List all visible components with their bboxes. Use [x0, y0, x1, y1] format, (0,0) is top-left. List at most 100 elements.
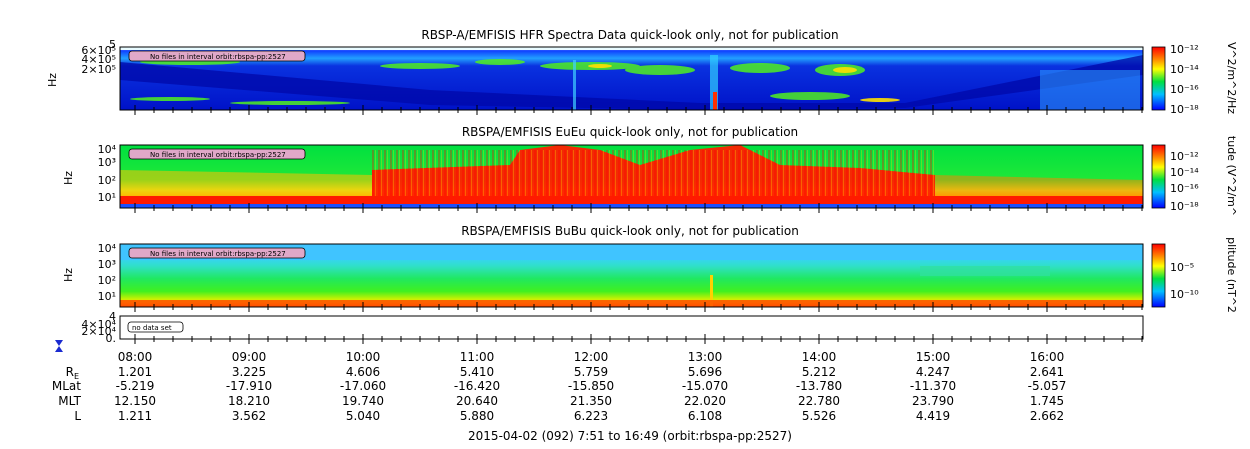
mlat-7: -11.370	[910, 379, 956, 393]
colorbar-panel-1: 10⁻¹² 10⁻¹⁴ 10⁻¹⁶ 10⁻¹⁸ V^2/m^2/Hz	[1151, 42, 1238, 116]
time-axis-ticks	[134, 105, 1143, 344]
panel-3-title: RBSPA/EMFISIS BuBu quick-look only, not …	[461, 224, 799, 238]
re-0: 1.201	[118, 365, 152, 379]
mlt-8: 1.745	[1030, 394, 1064, 408]
mlat-0: -5.219	[116, 379, 155, 393]
p2-ytick-2: 10²	[98, 174, 116, 187]
mlt-7: 23.790	[912, 394, 954, 408]
re-4: 5.759	[574, 365, 608, 379]
re-1: 3.225	[232, 365, 266, 379]
p4-ytick-2: 2×10⁴	[81, 325, 116, 338]
time-marker-icon[interactable]	[55, 340, 63, 352]
panel-1-ylabel: Hz	[46, 73, 59, 87]
time-label-7: 15:00	[916, 350, 951, 364]
time-label-4: 12:00	[574, 350, 609, 364]
notice-panel-4: no data set	[127, 321, 184, 333]
cbar3-tick-1: 10⁻¹⁰	[1170, 288, 1199, 301]
cbar1-tick-2: 10⁻¹⁶	[1170, 83, 1199, 96]
colorbar-panel-2: 10⁻¹² 10⁻¹⁴ 10⁻¹⁶ 10⁻¹⁸ tude (V^2/m^	[1151, 136, 1238, 216]
time-label-2: 10:00	[346, 350, 381, 364]
time-label-0: 08:00	[118, 350, 153, 364]
cbar1-label: V^2/m^2/Hz	[1225, 42, 1238, 114]
time-label-5: 13:00	[688, 350, 723, 364]
p2-ytick-0: 10⁴	[98, 143, 117, 156]
panel-1-title: RBSP-A/EMFISIS HFR Spectra Data quick-lo…	[421, 28, 838, 42]
p1-ytick-0: 5	[109, 38, 116, 51]
re-8: 2.641	[1030, 365, 1064, 379]
l-8: 2.662	[1030, 409, 1064, 423]
mlat-4: -15.850	[568, 379, 614, 393]
cbar3-label: plitude (nT^2	[1225, 237, 1238, 313]
mlt-6: 22.780	[798, 394, 840, 408]
l-1: 3.562	[232, 409, 266, 423]
mlt-3: 20.640	[456, 394, 498, 408]
panel-2-ylabel: Hz	[62, 171, 75, 185]
l-5: 6.108	[688, 409, 722, 423]
mlat-1: -17.910	[226, 379, 272, 393]
cbar1-tick-0: 10⁻¹²	[1170, 43, 1199, 56]
ephemeris-table: RE MLat MLT L 1.201 3.225 4.606 5.410 5.…	[52, 365, 1066, 423]
p1-ytick-1: 6×10⁵	[81, 44, 116, 57]
l-6: 5.526	[802, 409, 836, 423]
re-3: 5.410	[460, 365, 494, 379]
cbar3-tick-0: 10⁻⁵	[1170, 261, 1194, 274]
cbar1-tick-3: 10⁻¹⁸	[1170, 103, 1199, 116]
mlat-8: -5.057	[1028, 379, 1067, 393]
l-7: 4.419	[916, 409, 950, 423]
footer-caption: 2015-04-02 (092) 7:51 to 16:49 (orbit:rb…	[468, 429, 792, 443]
l-3: 5.880	[460, 409, 494, 423]
p1-ytick-2: 4×10⁵	[81, 53, 116, 66]
mlat-3: -16.420	[454, 379, 500, 393]
panel-3-ylabel: Hz	[62, 268, 75, 282]
p3-ytick-0: 10⁴	[98, 242, 117, 255]
time-labels: 08:00 09:00 10:00 11:00 12:00 13:00 14:0…	[118, 350, 1065, 364]
panel-2-title: RBSPA/EMFISIS EuEu quick-look only, not …	[462, 125, 798, 139]
cbar2-tick-0: 10⁻¹²	[1170, 150, 1199, 163]
p2-ytick-1: 10³	[98, 156, 116, 169]
mlat-5: -15.070	[682, 379, 728, 393]
re-7: 4.247	[916, 365, 950, 379]
svg-text:no data set: no data set	[132, 324, 172, 332]
panel-2-spectrogram	[119, 144, 1144, 209]
eph-label-l: L	[74, 409, 81, 423]
l-4: 6.223	[574, 409, 608, 423]
p3-ytick-1: 10³	[98, 258, 116, 271]
colorbar-panel-3: 10⁻⁵ 10⁻¹⁰ plitude (nT^2	[1151, 237, 1238, 313]
eph-label-mlat: MLat	[52, 379, 81, 393]
p4-ytick-3: 0.	[106, 332, 117, 345]
eph-label-mlt: MLT	[58, 394, 81, 408]
re-2: 4.606	[346, 365, 380, 379]
p3-ytick-3: 10¹	[98, 290, 116, 303]
mlt-4: 21.350	[570, 394, 612, 408]
p4-ytick-1: 4×10⁴	[81, 318, 116, 331]
notice-panel-1: No files in interval orbit:rbspa-pp:2527	[128, 50, 306, 62]
svg-text:No files in interval orbit:rbs: No files in interval orbit:rbspa-pp:2527	[150, 250, 286, 258]
mlt-2: 19.740	[342, 394, 384, 408]
panel-1-spectrogram	[119, 46, 1144, 111]
svg-text:No files in interval orbit:rbs: No files in interval orbit:rbspa-pp:2527	[150, 151, 286, 159]
mlt-5: 22.020	[684, 394, 726, 408]
cbar2-tick-3: 10⁻¹⁸	[1170, 200, 1199, 213]
p4-ytick-0: 4	[109, 310, 116, 323]
notice-panel-2: No files in interval orbit:rbspa-pp:2527	[128, 148, 306, 160]
time-label-6: 14:00	[802, 350, 837, 364]
cbar1-tick-1: 10⁻¹⁴	[1170, 63, 1199, 76]
panel-4-empty	[119, 315, 1144, 340]
re-6: 5.212	[802, 365, 836, 379]
mlat-6: -13.780	[796, 379, 842, 393]
cbar2-label: tude (V^2/m^	[1225, 136, 1238, 216]
cbar2-tick-2: 10⁻¹⁶	[1170, 182, 1199, 195]
re-5: 5.696	[688, 365, 722, 379]
l-0: 1.211	[118, 409, 152, 423]
time-label-8: 16:00	[1030, 350, 1065, 364]
time-label-1: 09:00	[232, 350, 267, 364]
mlt-1: 18.210	[228, 394, 270, 408]
mlat-2: -17.060	[340, 379, 386, 393]
svg-text:No files in interval orbit:rbs: No files in interval orbit:rbspa-pp:2527	[150, 53, 286, 61]
eph-label-re: RE	[66, 365, 79, 381]
p3-ytick-2: 10²	[98, 274, 116, 287]
mlt-0: 12.150	[114, 394, 156, 408]
notice-panel-3: No files in interval orbit:rbspa-pp:2527	[128, 247, 306, 259]
l-2: 5.040	[346, 409, 380, 423]
